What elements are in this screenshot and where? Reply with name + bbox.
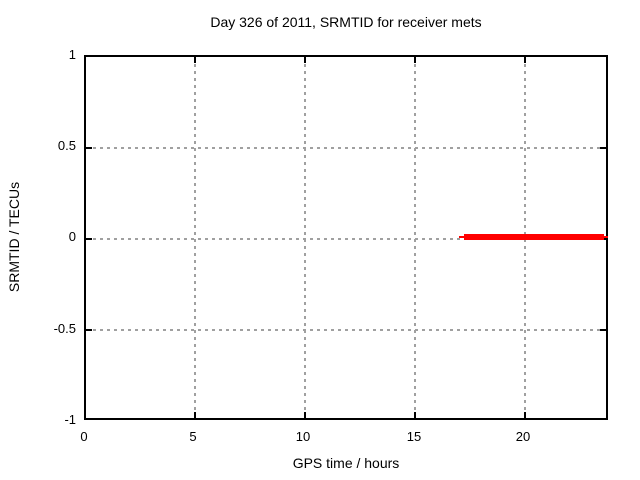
- tick-x-top-15: [414, 57, 416, 63]
- gridline-x-15: [414, 57, 416, 418]
- tick-x-bottom-5: [194, 412, 196, 418]
- chart-title: Day 326 of 2011, SRMTID for receiver met…: [210, 14, 482, 30]
- xtick-label-0: 0: [80, 429, 88, 444]
- ytick-label-0.5: 0.5: [57, 138, 76, 153]
- xtick-label-15: 15: [406, 429, 422, 444]
- tick-y-left-0.5: [86, 147, 92, 149]
- data-series-srmtid-thick-segment: [464, 234, 604, 240]
- xtick-label-20: 20: [515, 429, 531, 444]
- gridline-x-10: [304, 57, 306, 418]
- gridline-x-5: [194, 57, 196, 418]
- tick-x-bottom-20: [524, 412, 526, 418]
- xtick-label-10: 10: [295, 429, 311, 444]
- tick-y-right-0.5: [600, 147, 606, 149]
- tick-y-left--0.5: [86, 329, 92, 331]
- tick-x-bottom-10: [304, 412, 306, 418]
- ytick-label-1: 1: [68, 47, 76, 62]
- ytick-label--1: -1: [64, 412, 76, 427]
- ytick-label-0: 0: [68, 229, 76, 244]
- tick-x-bottom-15: [414, 412, 416, 418]
- tick-x-top-5: [194, 57, 196, 63]
- gridline-y--0.5: [86, 329, 606, 331]
- tick-x-top-10: [304, 57, 306, 63]
- gridline-y-0.5: [86, 147, 606, 149]
- gridline-y-0: [86, 238, 606, 240]
- xtick-label-5: 5: [189, 429, 197, 444]
- tick-y-left-0: [86, 238, 92, 240]
- tick-x-top-20: [524, 57, 526, 63]
- ytick-label--0.5: -0.5: [53, 321, 76, 336]
- tick-y-right--0.5: [600, 329, 606, 331]
- x-axis-title: GPS time / hours: [292, 455, 400, 471]
- plot-area: [84, 55, 608, 420]
